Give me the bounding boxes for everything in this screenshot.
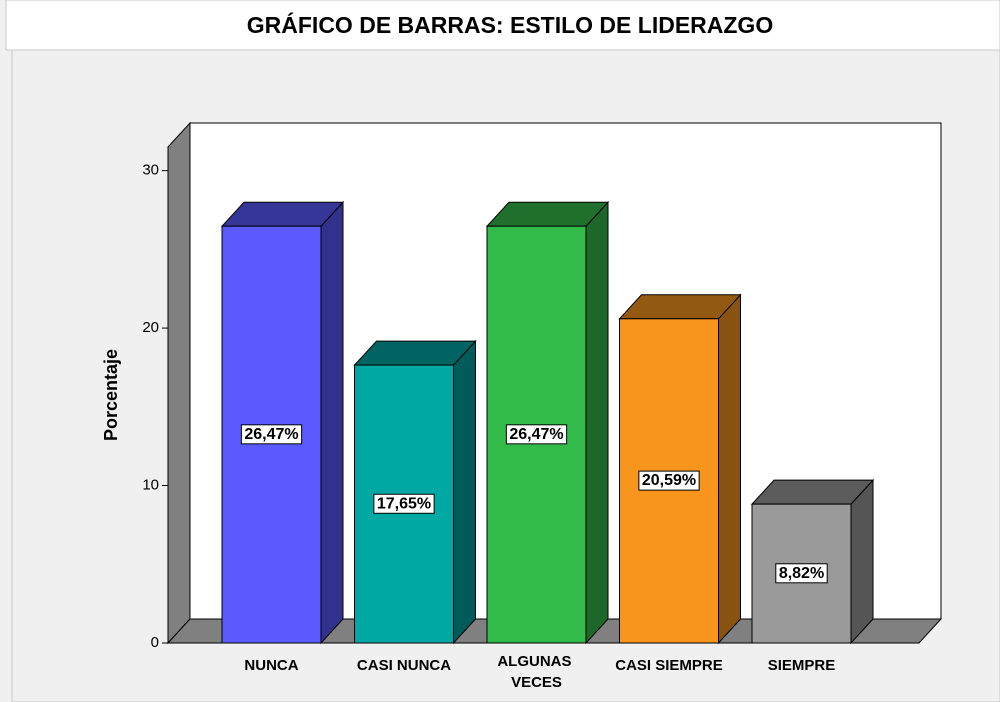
y-axis-label: Porcentaje [101, 349, 121, 441]
x-tick-label: CASI NUNCA [357, 657, 451, 674]
bar-top [353, 340, 477, 366]
y-tick-label: 10 [142, 477, 159, 494]
chart-title: GRÁFICO DE BARRAS: ESTILO DE LIDERAZGO [247, 11, 773, 38]
x-tick-label: ALGUNAS VECES [497, 653, 575, 691]
y-tick-label: 0 [151, 634, 159, 651]
bar-side [585, 200, 609, 645]
bar-side [453, 339, 476, 645]
bar-side [320, 200, 344, 645]
value-label: 26,47% [244, 426, 298, 443]
bar-top [485, 201, 610, 227]
bar-side [718, 293, 741, 645]
value-label: 26,47% [509, 426, 563, 443]
value-label: 20,59% [642, 472, 696, 489]
left-wall [167, 121, 191, 645]
title-bar [5, 0, 1000, 51]
bar-top [220, 201, 345, 227]
x-tick-label: CASI SIEMPRE [615, 657, 723, 674]
bar-top [750, 479, 875, 505]
bar-top [618, 294, 742, 320]
y-tick-label: 30 [142, 162, 159, 179]
x-tick-label: NUNCA [244, 657, 298, 674]
bar-side [850, 478, 874, 645]
value-label: 8,82% [779, 565, 824, 582]
x-tick-label: SIEMPRE [768, 657, 836, 674]
value-label-box [240, 424, 303, 445]
value-label-box [775, 563, 828, 584]
value-label-box [638, 470, 700, 491]
value-label-box [505, 424, 568, 445]
value-label-box [373, 493, 435, 514]
y-tick-label: 20 [142, 319, 159, 336]
value-label: 17,65% [377, 495, 431, 512]
